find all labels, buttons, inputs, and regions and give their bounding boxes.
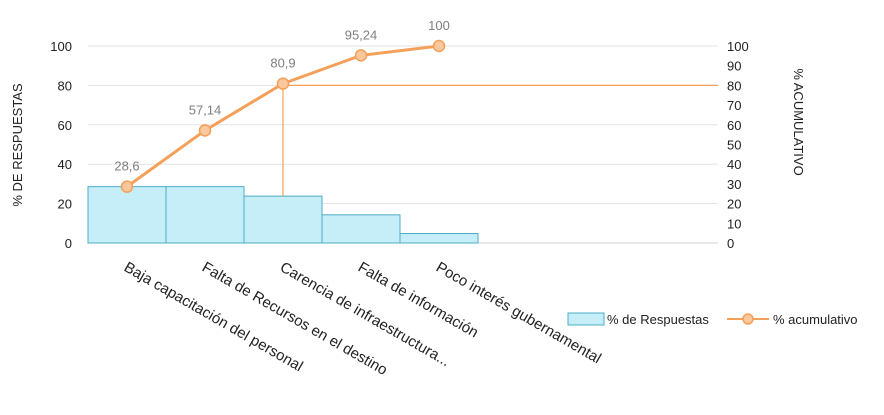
y-tick-label: 80 [58,78,72,93]
data-label: 95,24 [345,27,378,42]
y2-tick-label: 50 [727,138,741,153]
y2-tick-label: 100 [727,39,749,54]
legend: % de Respuestas % acumulativo [567,312,858,327]
y-axis-title: % DE RESPUESTAS [10,83,25,207]
legend-line-label: % acumulativo [773,312,858,327]
left-axis-ticks: 0 20 40 60 80 100 [50,39,72,251]
bar [243,195,323,244]
y-tick-label: 60 [58,118,72,133]
y2-tick-label: 70 [727,98,741,113]
legend-line-marker [742,313,754,325]
y2-tick-label: 30 [727,177,741,192]
cumulative-point [432,39,446,53]
legend-bar-label: % de Respuestas [607,312,709,327]
y2-axis-title: % ACUMULATIVO [791,68,806,175]
bar [165,186,245,244]
y-tick-label: 0 [65,236,72,251]
data-label: 80,9 [270,56,295,71]
y2-tick-label: 90 [727,59,741,74]
y2-tick-label: 80 [727,78,741,93]
y-tick-label: 40 [58,157,72,172]
y2-tick-label: 20 [727,197,741,212]
y-tick-label: 100 [50,39,72,54]
bar [321,214,401,244]
data-label: 28,6 [114,159,139,174]
cumulative-point [120,180,134,193]
y-tick-label: 20 [58,197,72,212]
cumulative-point [198,124,212,137]
y2-tick-label: 10 [727,216,741,231]
y2-tick-label: 60 [727,118,741,133]
cumulative-line [120,39,446,193]
data-label: 57,14 [189,102,222,117]
bar [399,233,479,244]
data-labels: 28,6 57,14 80,9 95,24 100 [114,18,450,174]
y2-tick-label: 40 [727,157,741,172]
bar [87,186,167,244]
bars [87,186,479,244]
legend-bar-swatch [567,312,605,326]
cumulative-point [354,49,368,62]
right-axis-ticks: 0 10 20 30 40 50 60 70 80 90 100 [727,39,749,251]
cumulative-point [276,77,290,90]
data-label: 100 [428,18,450,33]
y2-tick-label: 0 [727,236,734,251]
reference-lines [282,84,718,197]
